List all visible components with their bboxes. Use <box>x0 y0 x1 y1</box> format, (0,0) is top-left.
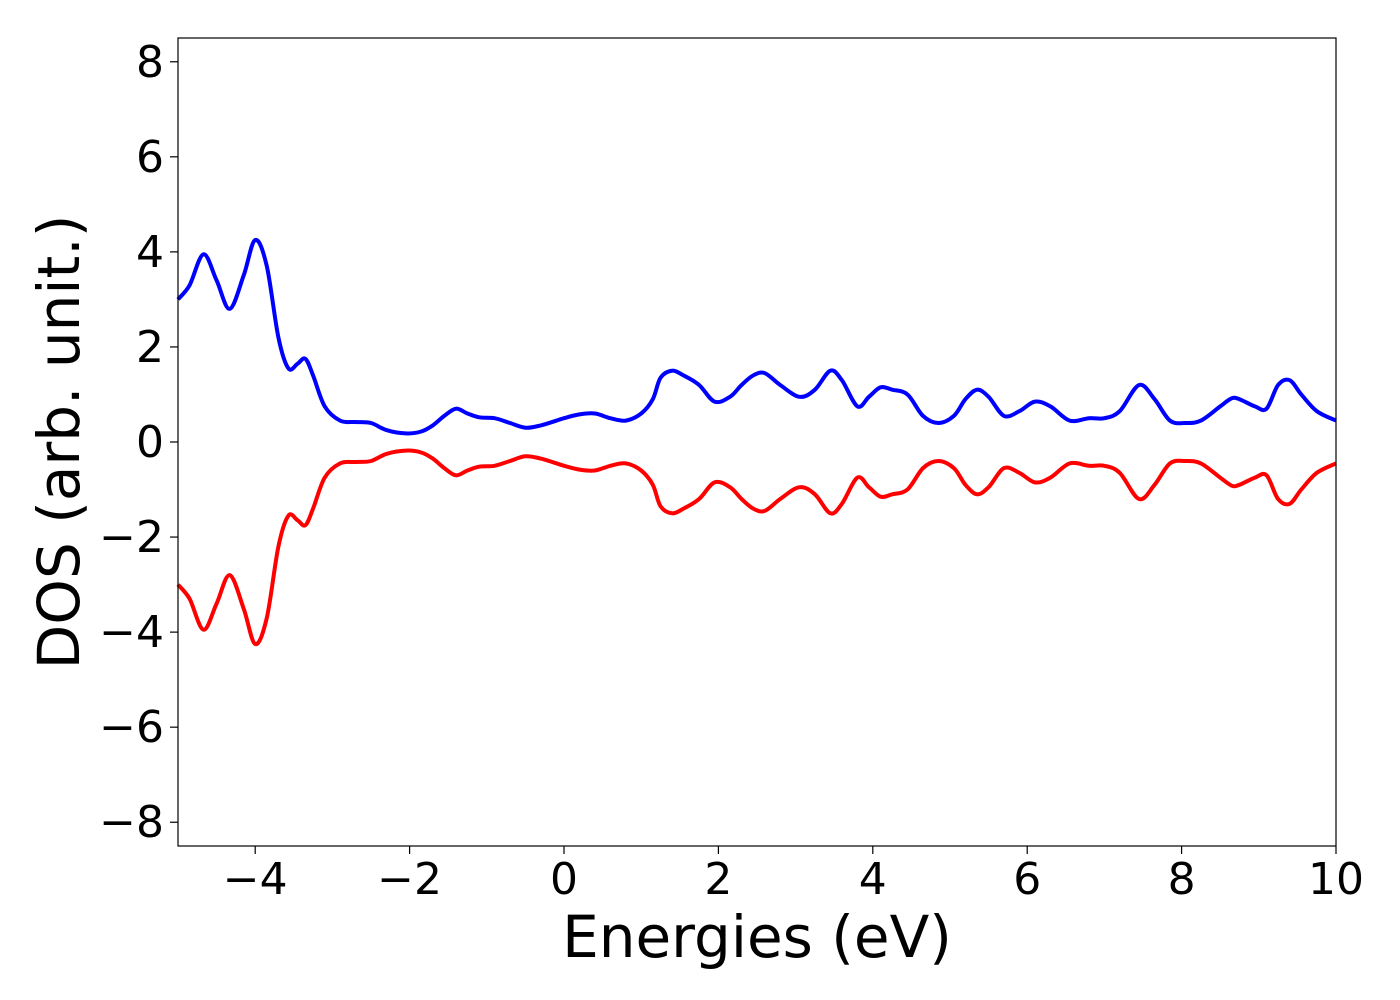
x-tick-label: 8 <box>1168 854 1196 905</box>
plot-frame <box>177 37 1337 847</box>
series-layer <box>176 237 1337 647</box>
y-tick-label: −8 <box>99 797 164 848</box>
y-axis-ticks: −8 −6 −4 −2 0 2 4 6 8 <box>99 37 178 848</box>
y-tick-label: 8 <box>136 37 164 88</box>
x-axis-label: Energies (eV) <box>562 903 952 971</box>
y-tick-label: 4 <box>136 227 164 278</box>
x-tick-label: 2 <box>704 854 732 905</box>
y-tick-label: 0 <box>136 417 164 468</box>
x-axis-ticks: −4 −2 0 2 4 6 8 10 <box>223 846 1364 905</box>
x-tick-label: −2 <box>377 854 442 905</box>
dos-series-upper-line <box>176 237 1337 436</box>
y-tick-label: −4 <box>99 607 164 658</box>
y-tick-label: 2 <box>136 322 164 373</box>
dos-series-lower-line <box>176 448 1337 647</box>
y-tick-label: −6 <box>99 702 164 753</box>
x-tick-label: 6 <box>1013 854 1041 905</box>
x-tick-label: 4 <box>859 854 887 905</box>
x-tick-label: 0 <box>550 854 578 905</box>
y-tick-label: 6 <box>136 132 164 183</box>
x-tick-label: −4 <box>223 854 288 905</box>
y-axis-label: DOS (arb. unit.) <box>25 215 93 670</box>
x-tick-label: 10 <box>1308 854 1364 905</box>
y-tick-label: −2 <box>99 512 164 563</box>
